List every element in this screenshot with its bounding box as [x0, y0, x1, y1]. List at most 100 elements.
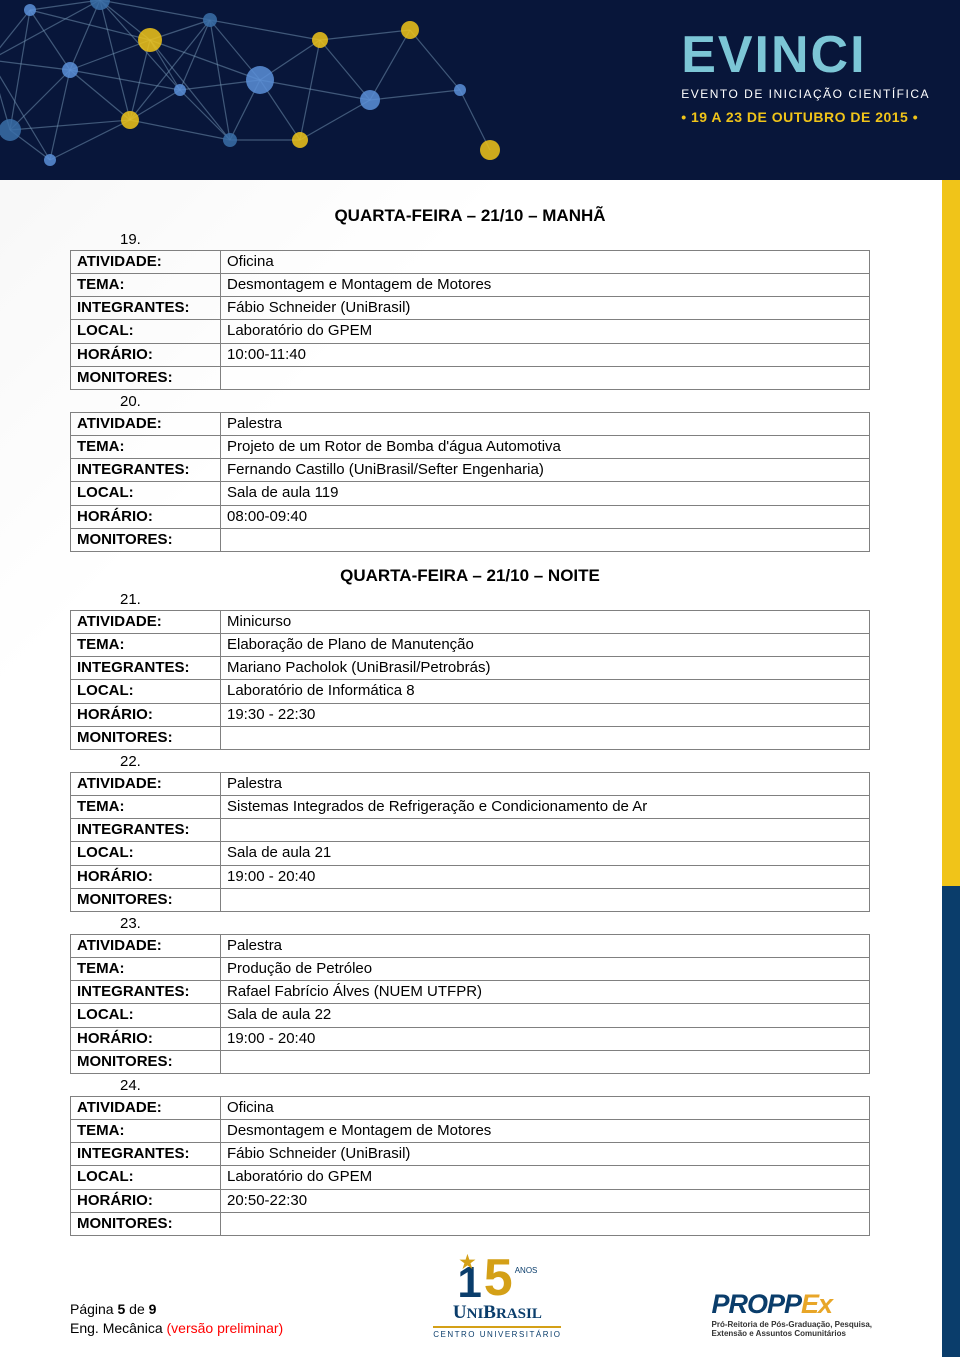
proppex-sub2: Extensão e Assuntos Comunitários	[712, 1329, 873, 1339]
label-monitores: MONITORES:	[71, 726, 221, 749]
footer-proppex: PROPPEx Pró-Reitoria de Pós-Graduação, P…	[712, 1289, 873, 1339]
value-integrantes	[221, 819, 870, 842]
label-local: LOCAL:	[71, 842, 221, 865]
evinci-title: EVINCI	[681, 25, 930, 85]
label-horario: HORÁRIO:	[71, 505, 221, 528]
label-atividade: ATIVIDADE:	[71, 250, 221, 273]
value-horario: 19:00 - 20:40	[221, 865, 870, 888]
value-tema: Sistemas Integrados de Refrigeração e Co…	[221, 795, 870, 818]
label-monitores: MONITORES:	[71, 888, 221, 911]
value-integrantes: Mariano Pacholok (UniBrasil/Petrobrás)	[221, 657, 870, 680]
value-tema: Desmontagem e Montagem de Motores	[221, 1119, 870, 1142]
label-monitores: MONITORES:	[71, 366, 221, 389]
label-horario: HORÁRIO:	[71, 343, 221, 366]
footer-page-info: Página 5 de 9 Eng. Mecânica (versão prel…	[70, 1300, 283, 1339]
header-banner: EVINCI EVENTO DE INICIAÇÃO CIENTÍFICA • …	[0, 0, 960, 180]
value-monitores	[221, 366, 870, 389]
label-horario: HORÁRIO:	[71, 703, 221, 726]
activity-number: 19.	[70, 230, 870, 250]
section-title-manha: QUARTA-FEIRA – 21/10 – MANHÃ	[70, 206, 870, 226]
value-local: Sala de aula 21	[221, 842, 870, 865]
value-integrantes: Fábio Schneider (UniBrasil)	[221, 297, 870, 320]
value-horario: 20:50-22:30	[221, 1189, 870, 1212]
section-title-noite: QUARTA-FEIRA – 21/10 – NOITE	[70, 566, 870, 586]
value-atividade: Palestra	[221, 934, 870, 957]
dept-name: Eng. Mecânica	[70, 1320, 167, 1336]
label-tema: TEMA:	[71, 435, 221, 458]
page-total: 9	[149, 1301, 157, 1317]
evinci-subtitle: EVENTO DE INICIAÇÃO CIENTÍFICA	[681, 87, 930, 101]
value-monitores	[221, 1212, 870, 1235]
footer-uni-logo: ★15ANOS UNIBRASIL CENTRO UNIVERSITÁRIO	[433, 1258, 561, 1339]
value-local: Laboratório do GPEM	[221, 320, 870, 343]
label-atividade: ATIVIDADE:	[71, 412, 221, 435]
activity-table: ATIVIDADE:Minicurso TEMA:Elaboração de P…	[70, 610, 870, 751]
activity-table: ATIVIDADE:Oficina TEMA:Desmontagem e Mon…	[70, 250, 870, 391]
content-area: QUARTA-FEIRA – 21/10 – MANHÃ 19. ATIVIDA…	[0, 180, 940, 1236]
label-local: LOCAL:	[71, 680, 221, 703]
uni-centro: CENTRO UNIVERSITÁRIO	[433, 1326, 561, 1339]
label-monitores: MONITORES:	[71, 1050, 221, 1073]
label-local: LOCAL:	[71, 1166, 221, 1189]
header-logo-block: EVINCI EVENTO DE INICIAÇÃO CIENTÍFICA • …	[681, 25, 930, 125]
value-horario: 10:00-11:40	[221, 343, 870, 366]
label-atividade: ATIVIDADE:	[71, 610, 221, 633]
value-integrantes: Fábio Schneider (UniBrasil)	[221, 1143, 870, 1166]
value-local: Laboratório de Informática 8	[221, 680, 870, 703]
uni-b: B	[483, 1302, 496, 1323]
value-tema: Elaboração de Plano de Manutenção	[221, 633, 870, 656]
label-horario: HORÁRIO:	[71, 1189, 221, 1212]
label-tema: TEMA:	[71, 633, 221, 656]
activity-table: ATIVIDADE:Palestra TEMA:Projeto de um Ro…	[70, 412, 870, 553]
value-horario: 19:30 - 22:30	[221, 703, 870, 726]
star-icon: ★	[459, 1255, 475, 1269]
label-local: LOCAL:	[71, 1004, 221, 1027]
value-tema: Projeto de um Rotor de Bomba d'água Auto…	[221, 435, 870, 458]
label-atividade: ATIVIDADE:	[71, 1096, 221, 1119]
label-integrantes: INTEGRANTES:	[71, 297, 221, 320]
value-atividade: Oficina	[221, 250, 870, 273]
label-monitores: MONITORES:	[71, 1212, 221, 1235]
value-horario: 08:00-09:40	[221, 505, 870, 528]
page-mid: de	[125, 1301, 148, 1317]
value-atividade: Palestra	[221, 772, 870, 795]
activity-number: 21.	[70, 590, 870, 610]
logo-anos: ANOS	[515, 1266, 538, 1275]
value-monitores	[221, 1050, 870, 1073]
label-integrantes: INTEGRANTES:	[71, 657, 221, 680]
side-stripe	[942, 180, 960, 1357]
label-local: LOCAL:	[71, 320, 221, 343]
value-local: Sala de aula 22	[221, 1004, 870, 1027]
value-integrantes: Rafael Fabrício Álves (NUEM UTFPR)	[221, 981, 870, 1004]
uni-rasil: RASIL	[496, 1306, 542, 1322]
label-integrantes: INTEGRANTES:	[71, 981, 221, 1004]
proppex-ex: Ex	[801, 1289, 832, 1319]
label-horario: HORÁRIO:	[71, 865, 221, 888]
value-atividade: Palestra	[221, 412, 870, 435]
value-tema: Produção de Petróleo	[221, 957, 870, 980]
label-tema: TEMA:	[71, 795, 221, 818]
value-atividade: Minicurso	[221, 610, 870, 633]
value-monitores	[221, 528, 870, 551]
activity-number: 23.	[70, 914, 870, 934]
value-integrantes: Fernando Castillo (UniBrasil/Sefter Enge…	[221, 459, 870, 482]
label-tema: TEMA:	[71, 273, 221, 296]
evinci-dates: • 19 A 23 DE OUTUBRO DE 2015 •	[681, 109, 930, 125]
activity-number: 22.	[70, 752, 870, 772]
activity-table: ATIVIDADE:Oficina TEMA:Desmontagem e Mon…	[70, 1096, 870, 1237]
label-integrantes: INTEGRANTES:	[71, 459, 221, 482]
value-tema: Desmontagem e Montagem de Motores	[221, 273, 870, 296]
label-monitores: MONITORES:	[71, 528, 221, 551]
uni-ni: NI	[467, 1306, 484, 1322]
value-monitores	[221, 888, 870, 911]
activity-table: ATIVIDADE:Palestra TEMA:Produção de Petr…	[70, 934, 870, 1075]
network-graphic	[0, 0, 550, 180]
label-integrantes: INTEGRANTES:	[71, 819, 221, 842]
label-tema: TEMA:	[71, 957, 221, 980]
label-atividade: ATIVIDADE:	[71, 772, 221, 795]
activity-number: 20.	[70, 392, 870, 412]
value-local: Laboratório do GPEM	[221, 1166, 870, 1189]
value-monitores	[221, 726, 870, 749]
page-prefix: Página	[70, 1301, 117, 1317]
label-tema: TEMA:	[71, 1119, 221, 1142]
